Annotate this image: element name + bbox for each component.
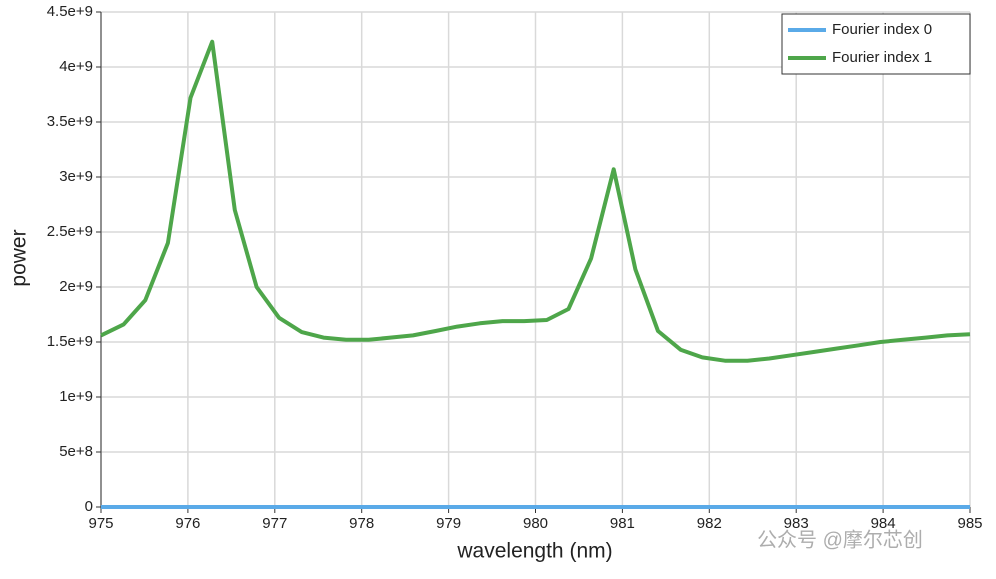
x-tick-label: 981 (610, 515, 635, 532)
y-tick-label: 4e+9 (59, 58, 93, 75)
legend-box (781, 13, 971, 75)
legend-label: Fourier index 1 (832, 49, 932, 66)
y-tick-label: 3e+9 (59, 168, 93, 185)
x-axis-label: wavelength (nm) (456, 540, 612, 563)
x-tick-label: 977 (262, 515, 287, 532)
x-tick-label: 979 (436, 515, 461, 532)
y-tick-label: 2e+9 (59, 278, 93, 295)
legend-label: Fourier index 0 (832, 21, 932, 38)
y-tick-label: 2.5e+9 (47, 223, 93, 240)
x-tick-label: 983 (784, 515, 809, 532)
x-tick-label: 975 (88, 515, 113, 532)
x-tick-label: 978 (349, 515, 374, 532)
y-axis-label: power (8, 229, 31, 286)
x-tick-label: 976 (175, 515, 200, 532)
y-tick-label: 1.5e+9 (47, 333, 93, 350)
x-tick-label: 984 (871, 515, 896, 532)
y-tick-label: 5e+8 (59, 443, 93, 460)
y-tick-label: 4.5e+9 (47, 3, 93, 20)
y-tick-label: 3.5e+9 (47, 113, 93, 130)
x-tick-label: 985 (957, 515, 982, 532)
y-tick-label: 0 (85, 498, 93, 515)
watermark: 公众号 @摩尔芯创 (757, 528, 923, 551)
series-line (100, 39, 971, 363)
x-tick-label: 982 (697, 515, 722, 532)
y-tick-label: 1e+9 (59, 388, 93, 405)
x-tick-label: 980 (523, 515, 548, 532)
